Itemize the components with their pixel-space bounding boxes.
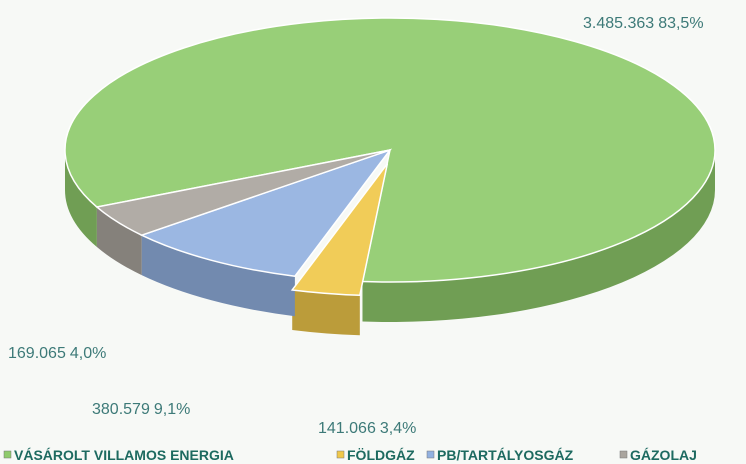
data-label: 3.485.363 83,5% — [583, 15, 704, 32]
data-label: 141.066 3,4% — [318, 420, 416, 437]
data-label-value: 380.579 — [92, 401, 150, 418]
slice — [139, 148, 393, 278]
slice-side — [292, 289, 360, 336]
data-label-value: 169.065 — [8, 345, 66, 362]
slice — [95, 149, 391, 236]
legend-label: VÁSÁROLT VILLAMOS ENERGIA — [14, 447, 234, 463]
legend-label: FÖLDGÁZ — [347, 447, 415, 463]
data-label: 169.065 4,0% — [8, 345, 106, 362]
slice-side — [141, 235, 295, 317]
data-label: 380.579 9,1% — [92, 401, 190, 418]
data-label-percent: 3,4% — [380, 420, 416, 437]
slice-side — [96, 207, 142, 276]
legend-marker — [619, 450, 628, 459]
legend-label: PB/TARTÁLYOSGÁZ — [437, 447, 574, 463]
data-label-percent: 83,5% — [658, 15, 703, 32]
data-label-percent: 9,1% — [154, 401, 190, 418]
slice-side — [362, 150, 715, 322]
legend-label: GÁZOLAJ — [630, 447, 697, 463]
legend-marker — [336, 450, 345, 459]
data-label-value: 141.066 — [318, 420, 376, 437]
legend-marker — [426, 450, 435, 459]
slice — [290, 163, 389, 297]
data-label-percent: 4,0% — [70, 345, 106, 362]
legend-marker — [3, 450, 12, 459]
slice-side — [65, 150, 97, 248]
data-label-value: 3.485.363 — [583, 15, 654, 32]
